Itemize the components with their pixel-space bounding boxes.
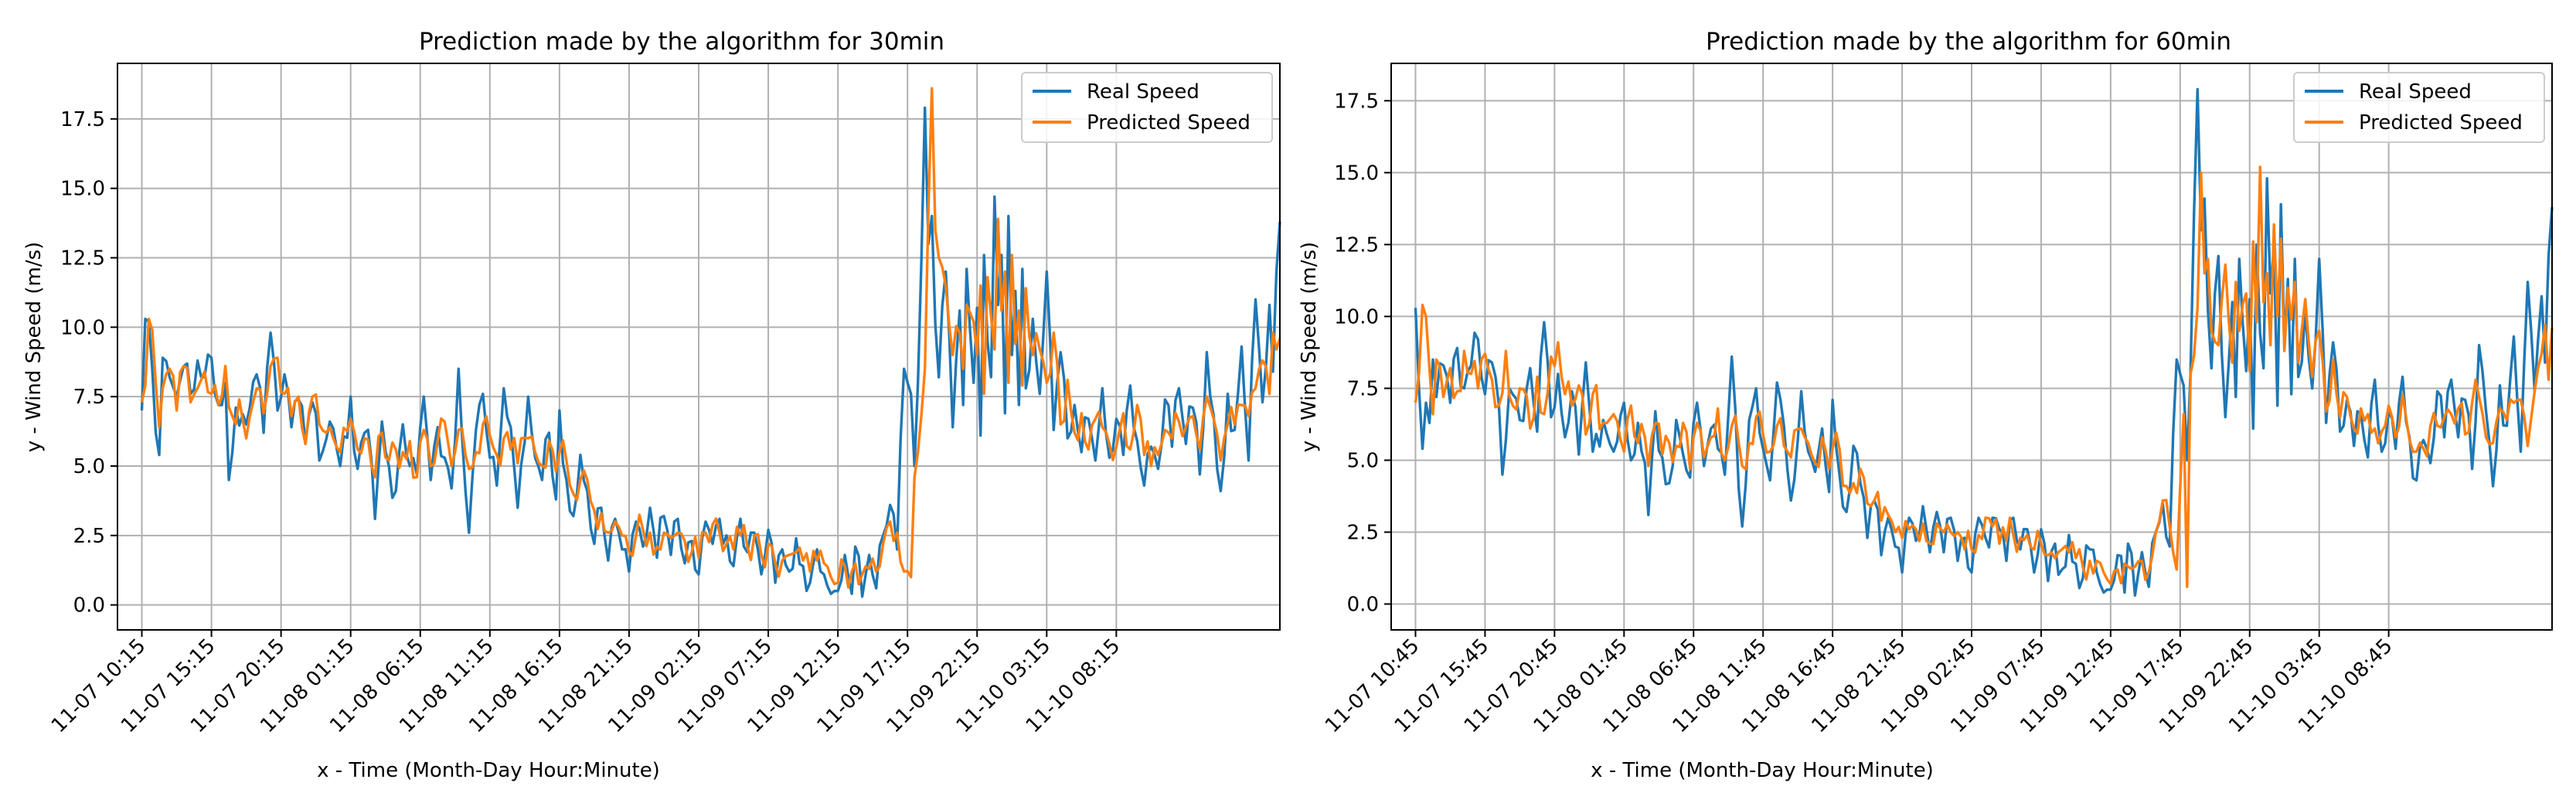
y-tick-label: 7.5: [1347, 377, 1379, 400]
chart-panel-30min: Prediction made by the algorithm for 30m…: [22, 28, 1281, 782]
legend-box: [2293, 72, 2545, 143]
y-tick-label: 7.5: [73, 386, 105, 409]
y-tick-label: 17.5: [60, 108, 105, 131]
y-tick-label: 15.0: [60, 178, 105, 201]
y-tick-label: 2.5: [73, 525, 105, 548]
y-tick-label: 12.5: [1334, 233, 1379, 257]
x-axis-label: x - Time (Month-Day Hour:Minute): [1591, 759, 1934, 782]
data-lines: [140, 87, 1281, 598]
y-tick-label: 0.0: [1347, 594, 1379, 617]
y-tick-label: 2.5: [1347, 521, 1379, 544]
chart-title: Prediction made by the algorithm for 30m…: [419, 28, 944, 56]
y-axis-label: y - Wind Speed (m/s): [1298, 242, 1321, 453]
legend-label-real-speed: Real Speed: [2359, 80, 2472, 104]
legend-label-real-speed: Real Speed: [1087, 80, 1200, 104]
y-tick-label: 17.5: [1334, 90, 1379, 113]
legend: Real Speed Predicted Speed: [1021, 72, 1273, 143]
series-line-predicted-speed: [140, 87, 1281, 589]
chart-title: Prediction made by the algorithm for 60m…: [1706, 28, 2231, 56]
y-tick-label: 5.0: [1347, 449, 1379, 472]
x-axis-label: x - Time (Month-Day Hour:Minute): [317, 759, 660, 782]
data-lines: [1414, 87, 2554, 597]
legend-box: [1021, 72, 1273, 143]
legend-label-predicted-speed: Predicted Speed: [2359, 111, 2523, 134]
y-tick-label: 0.0: [73, 594, 105, 618]
legend: Real Speed Predicted Speed: [2293, 72, 2545, 143]
y-tick-label: 5.0: [73, 455, 105, 478]
y-tick-label: 10.0: [1334, 305, 1379, 328]
y-tick-label: 10.0: [60, 316, 105, 339]
legend-label-predicted-speed: Predicted Speed: [1087, 111, 1251, 134]
y-tick-label: 12.5: [60, 247, 105, 271]
y-tick-label: 15.0: [1334, 162, 1379, 185]
y-axis-label: y - Wind Speed (m/s): [22, 242, 46, 453]
series-line-predicted-speed: [1414, 165, 2554, 588]
